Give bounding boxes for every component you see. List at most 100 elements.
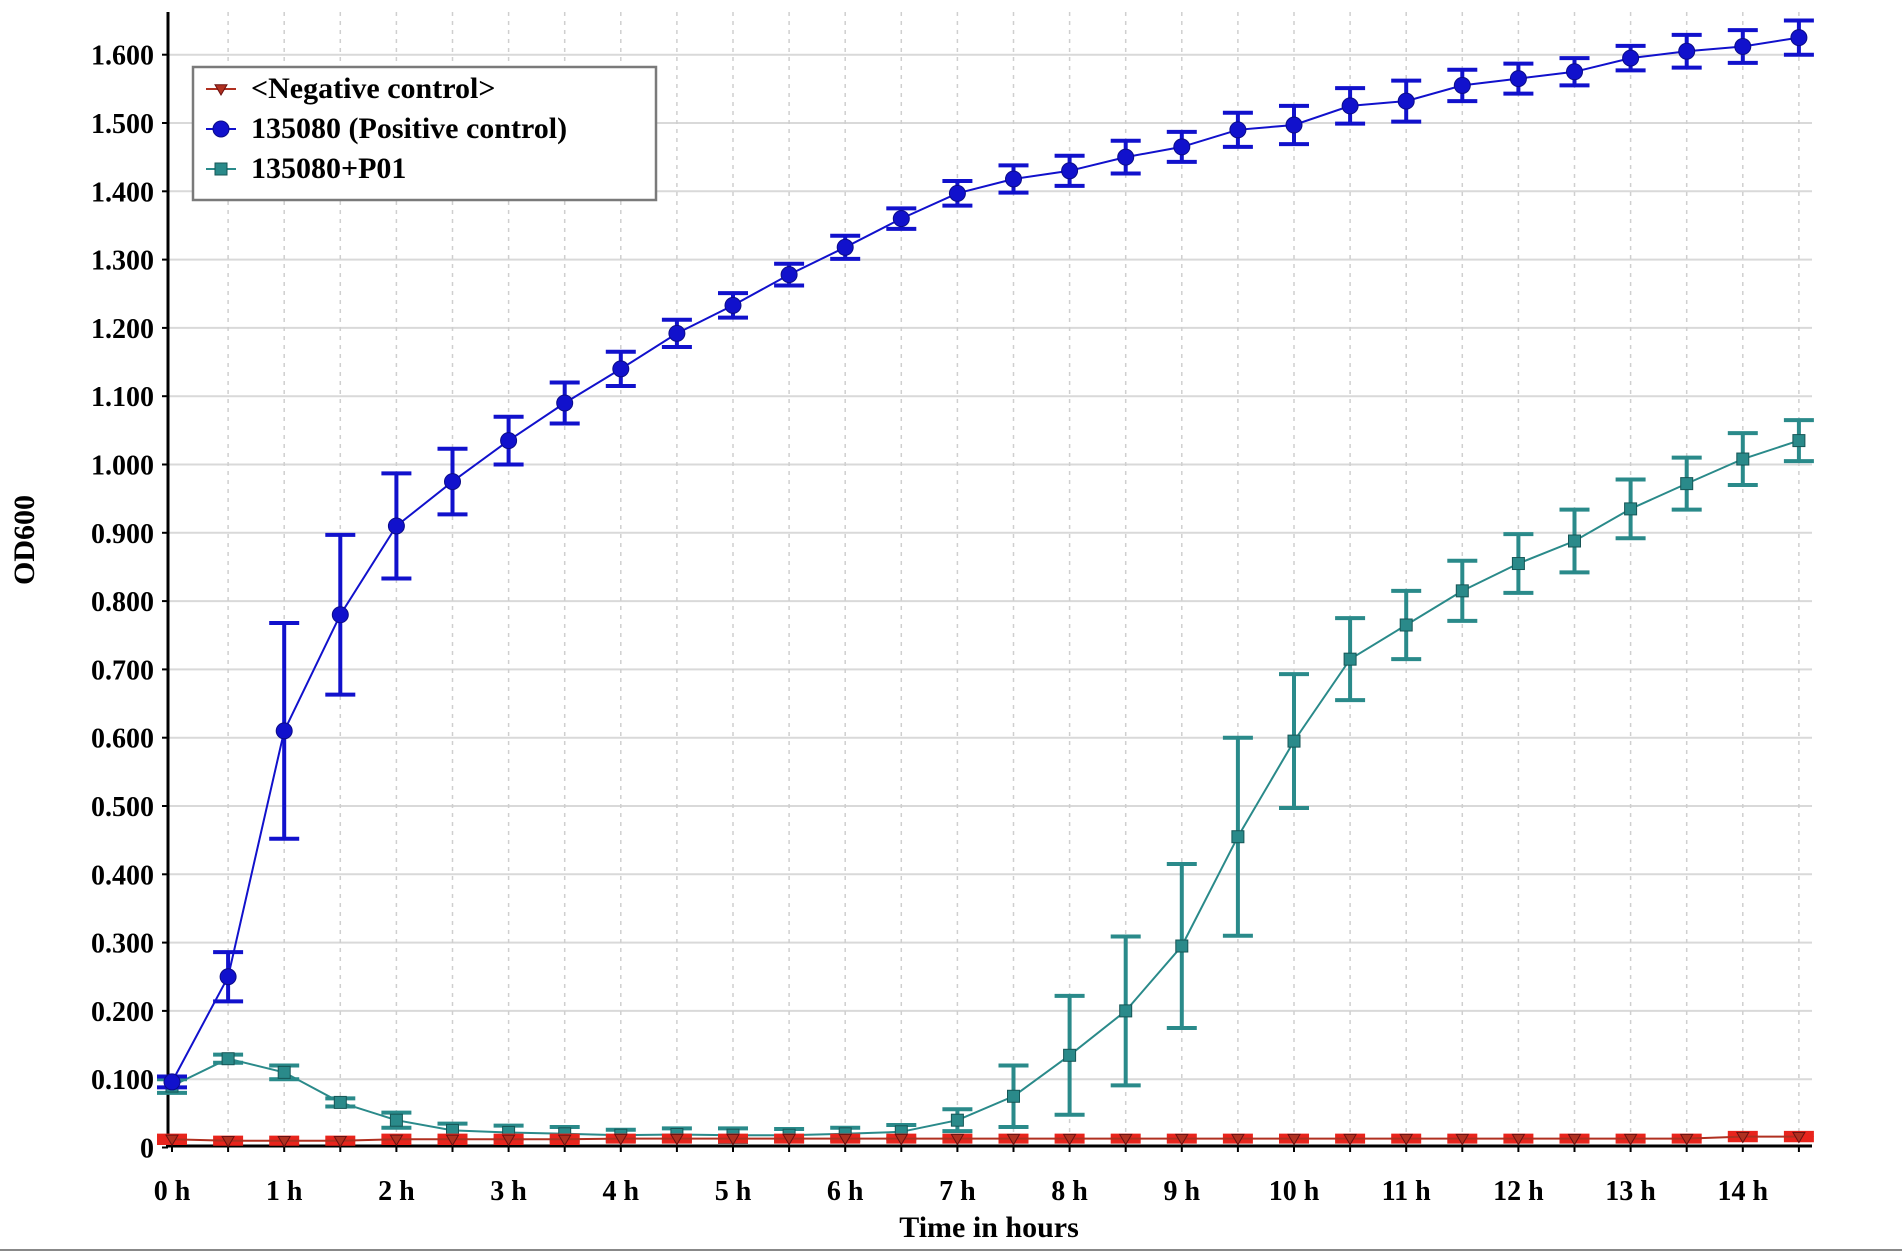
y-tick-label: 1.300	[91, 246, 154, 277]
series-positive-control-error-bars	[157, 18, 1814, 1090]
data-point	[1678, 42, 1696, 60]
y-tick-label: 1.100	[91, 382, 154, 413]
legend-item-negative-control: <Negative control>	[206, 72, 495, 105]
data-point	[1453, 76, 1471, 94]
x-tick-label: 2 h	[378, 1176, 415, 1207]
series-positive-control	[157, 18, 1814, 1091]
data-point	[1063, 1048, 1077, 1062]
data-point	[1679, 1133, 1694, 1146]
data-point	[1736, 452, 1750, 466]
x-tick-label: 10 h	[1269, 1176, 1320, 1207]
data-point	[1117, 148, 1135, 166]
data-point	[1397, 92, 1415, 110]
data-point	[333, 1095, 347, 1109]
legend-marker	[214, 84, 228, 96]
series-positive-control-points	[163, 29, 1808, 1091]
data-point	[1341, 97, 1359, 115]
legend-label: 135080 (Positive control)	[251, 112, 567, 145]
data-point	[1566, 63, 1583, 81]
y-tick-label: 1.600	[91, 41, 154, 72]
data-point	[1118, 1133, 1133, 1146]
data-point	[1231, 830, 1245, 844]
x-tick-label: 12 h	[1493, 1176, 1544, 1207]
data-point	[1343, 1133, 1357, 1146]
grid-lines	[168, 12, 1812, 1146]
data-point	[894, 1133, 909, 1146]
data-point	[1287, 734, 1301, 748]
data-point	[221, 1135, 235, 1148]
data-point	[1173, 138, 1191, 156]
data-point	[780, 266, 798, 284]
data-point	[165, 1134, 179, 1147]
data-point	[444, 473, 461, 491]
y-tick-label: 1.200	[91, 314, 154, 345]
x-tick-label: 0 h	[154, 1176, 191, 1207]
data-point	[724, 296, 742, 314]
x-tick-label: 14 h	[1718, 1176, 1769, 1207]
data-point	[1287, 1133, 1301, 1146]
series-negative-control-points	[165, 1131, 1806, 1148]
x-tick-label: 1 h	[266, 1176, 303, 1207]
data-point	[1509, 70, 1527, 88]
data-point	[1399, 618, 1413, 632]
data-point	[1790, 29, 1808, 47]
series-p01-line	[171, 439, 1800, 1137]
data-point	[500, 432, 518, 450]
x-tick-label: 13 h	[1605, 1176, 1656, 1207]
x-tick-label: 5 h	[715, 1176, 752, 1207]
y-tick-label: 0.900	[91, 519, 154, 550]
y-tick-label: 0.600	[91, 724, 154, 755]
y-tick-label: 0.400	[91, 860, 154, 891]
y-tick-label: 0.800	[91, 587, 154, 618]
data-point	[389, 1134, 404, 1147]
data-point	[838, 1133, 853, 1146]
x-tick-label: 11 h	[1382, 1176, 1431, 1207]
data-point	[612, 360, 630, 378]
legend: <Negative control> 135080 (Positive contr…	[191, 65, 658, 202]
y-tick-label: 0.700	[91, 655, 154, 686]
data-point	[836, 238, 854, 256]
data-point	[1511, 557, 1525, 571]
data-point	[1285, 116, 1303, 134]
data-point	[333, 1135, 348, 1148]
data-point	[556, 394, 574, 412]
x-tick-label: 8 h	[1051, 1176, 1088, 1207]
data-point	[950, 1113, 964, 1127]
data-point	[1007, 1089, 1020, 1103]
data-point	[1062, 1133, 1077, 1146]
data-point	[1624, 502, 1638, 516]
x-tick-label: 6 h	[827, 1176, 864, 1207]
data-point	[668, 324, 686, 342]
data-point	[726, 1133, 740, 1146]
data-point	[1399, 1133, 1414, 1146]
legend-label: 135080+P01	[251, 152, 406, 185]
data-point	[1119, 1004, 1133, 1018]
data-point	[1680, 477, 1694, 491]
x-tick-label: 9 h	[1164, 1176, 1201, 1207]
data-point	[1174, 1133, 1189, 1146]
legend-label: <Negative control>	[251, 72, 495, 105]
series-negative-control	[157, 1130, 1814, 1148]
y-axis-title: OD600	[8, 495, 41, 585]
data-point	[221, 1052, 235, 1066]
data-point	[613, 1133, 628, 1146]
data-point	[1175, 939, 1189, 953]
x-tick-labels: 0 h 1 h 2 h 3 h 4 h 5 h 6 h 7 h 8 h 9 h 10 h 11 h 12…	[154, 1176, 1769, 1207]
data-point	[1568, 534, 1581, 548]
data-point	[277, 1065, 291, 1079]
data-point	[275, 722, 293, 740]
data-point	[1005, 170, 1022, 188]
y-tick-label: 0.100	[91, 1065, 154, 1096]
legend-items: <Negative control> 135080 (Positive contr…	[206, 72, 567, 185]
data-point	[1455, 1133, 1470, 1146]
data-point	[1792, 1131, 1806, 1144]
x-tick-label: 7 h	[939, 1176, 976, 1207]
data-point	[1455, 584, 1469, 598]
legend-item-positive-control: 135080 (Positive control)	[206, 112, 567, 145]
data-point	[219, 968, 237, 986]
data-point	[1061, 162, 1079, 180]
data-point	[1567, 1133, 1582, 1146]
data-point	[277, 1135, 292, 1148]
data-point	[163, 1073, 181, 1091]
